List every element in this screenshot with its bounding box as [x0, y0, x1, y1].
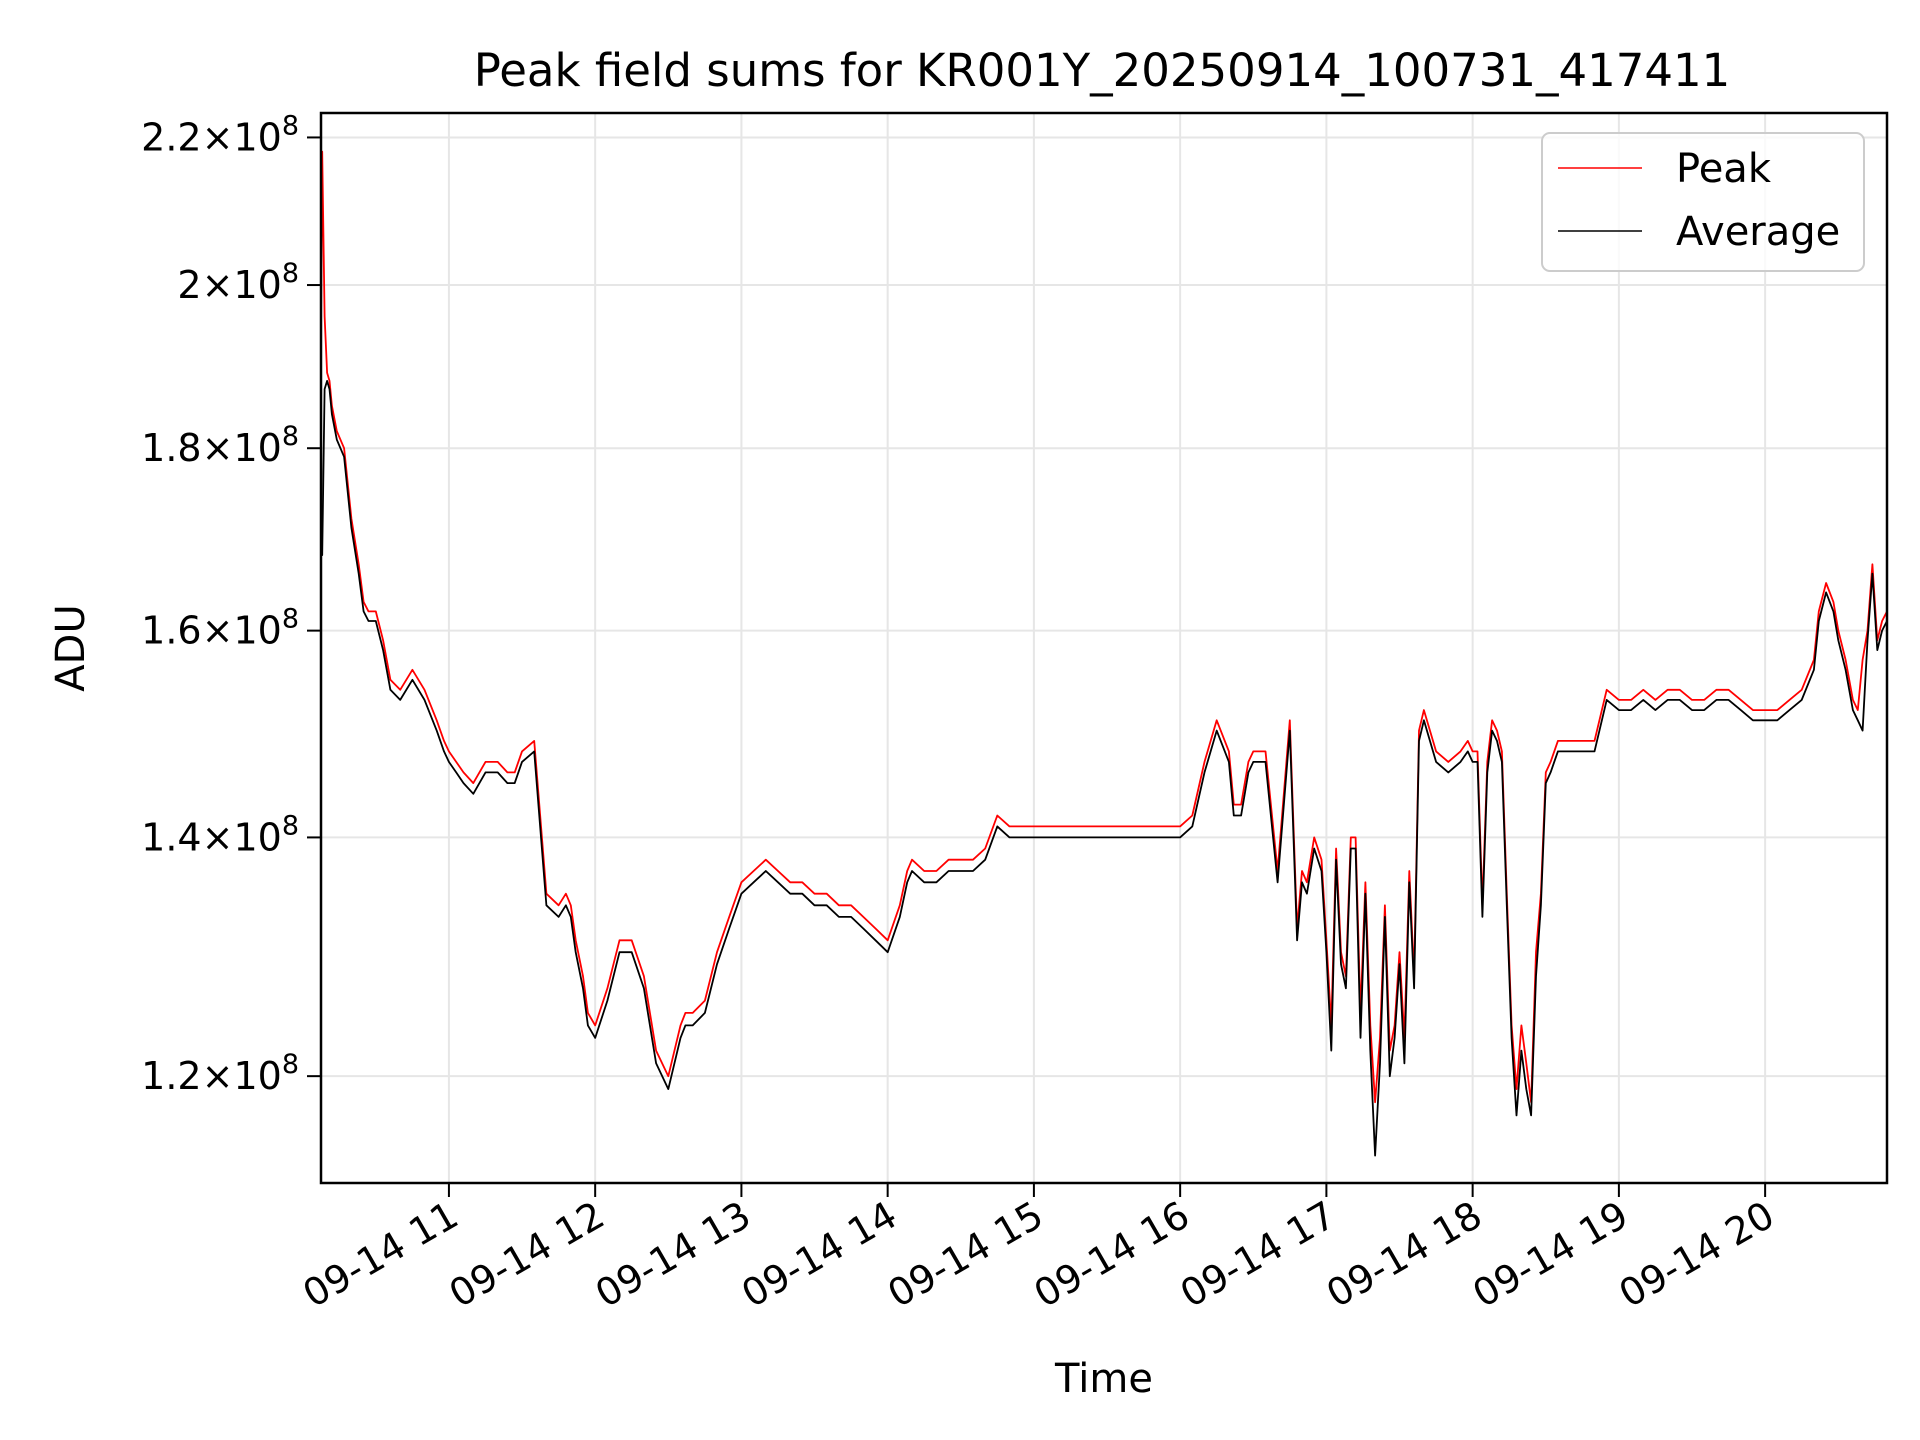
series-line-peak	[321, 150, 1887, 1104]
y-tick-mantissa: 1.4	[141, 815, 201, 859]
y-tick-mantissa: 1.2	[141, 1054, 201, 1098]
chart-title: Peak field sums for KR001Y_20250914_1007…	[474, 44, 1731, 97]
y-tick-base: ×10	[202, 815, 282, 859]
y-tick-exponent: 8	[282, 810, 299, 841]
x-axis-label: Time	[1054, 1356, 1153, 1402]
plot-frame	[319, 111, 1889, 1185]
y-tick-mantissa: 2	[177, 263, 201, 307]
series-layer	[321, 150, 1887, 1157]
y-tick-label: 2.2×108	[141, 110, 299, 159]
y-tick-base: ×10	[202, 1054, 282, 1098]
y-tick-label: 1.8×108	[141, 421, 299, 470]
legend-average-label: Average	[1676, 209, 1840, 255]
y-tick-exponent: 8	[282, 604, 299, 635]
y-tick-base: ×10	[202, 609, 282, 653]
legend-peak-label: Peak	[1676, 146, 1772, 192]
y-tick-mantissa: 1.8	[141, 426, 201, 470]
y-tick-mantissa: 2.2	[141, 115, 201, 159]
y-tick-label: 1.2×108	[141, 1049, 299, 1098]
series-line-average	[321, 379, 1887, 1157]
y-tick-label: 2×108	[177, 258, 299, 307]
y-tick-mantissa: 1.6	[141, 609, 201, 653]
y-tick-base: ×10	[202, 115, 282, 159]
y-axis-label: ADU	[48, 604, 94, 691]
y-tick-exponent: 8	[282, 110, 299, 141]
y-tick-exponent: 8	[282, 258, 299, 289]
y-tick-exponent: 8	[282, 1049, 299, 1080]
y-tick-exponent: 8	[282, 421, 299, 452]
y-tick-label: 1.6×108	[141, 604, 299, 653]
y-tick-base: ×10	[202, 263, 282, 307]
legend: Peak Average	[1541, 132, 1865, 272]
y-tick-base: ×10	[202, 426, 282, 470]
grid	[321, 113, 1887, 1183]
y-tick-label: 1.4×108	[141, 810, 299, 859]
